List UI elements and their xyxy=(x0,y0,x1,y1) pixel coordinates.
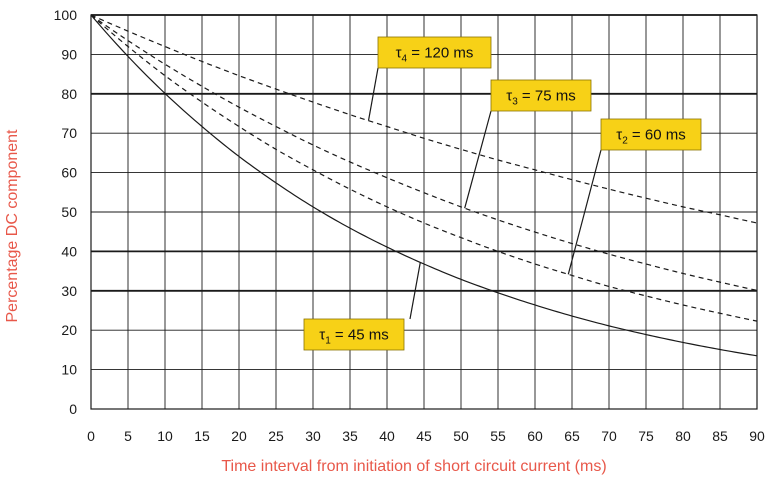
x-tick-label: 5 xyxy=(124,428,132,444)
callout-box-1 xyxy=(303,318,405,351)
x-tick-label: 20 xyxy=(231,428,247,444)
callout-label-2: τ2 = 60 ms xyxy=(616,127,685,147)
y-tick-label: 80 xyxy=(61,86,77,102)
callout-label-4: τ4 = 120 ms xyxy=(396,45,474,65)
y-tick-label: 20 xyxy=(61,322,77,338)
series-line-1 xyxy=(90,14,758,357)
plot-frame xyxy=(90,14,758,410)
x-tick-label: 65 xyxy=(564,428,580,444)
callout-label-3: τ3 = 75 ms xyxy=(506,88,575,108)
y-tick-label: 10 xyxy=(61,362,77,378)
y-tick-label: 40 xyxy=(61,243,77,259)
series-callouts: τ1 = 45 ms τ2 = 60 ms τ3 = 75 ms τ4 = 120 m… xyxy=(303,36,702,351)
y-axis-title: Percentage DC component xyxy=(4,129,21,323)
x-tick-label: 60 xyxy=(527,428,543,444)
y-tick-label: 30 xyxy=(61,283,77,299)
x-tick-label: 80 xyxy=(675,428,691,444)
tick-labels: 0 5 10 15 20 25 30 35 40 45 50 55 60 65 70 75 80 85 90 0 10 2… xyxy=(54,7,765,444)
y-tick-label: 60 xyxy=(61,165,77,181)
series-lines xyxy=(90,14,758,357)
series-line-3 xyxy=(90,14,758,291)
x-tick-label: 10 xyxy=(157,428,173,444)
x-tick-label: 30 xyxy=(305,428,321,444)
x-axis-title: Time interval from initiation of short c… xyxy=(221,458,606,475)
x-tick-label: 0 xyxy=(87,428,95,444)
x-tick-label: 90 xyxy=(749,428,765,444)
x-tick-label: 70 xyxy=(601,428,617,444)
callout-leader-4 xyxy=(367,67,379,121)
callout-box-3 xyxy=(490,79,592,112)
y-tick-label: 0 xyxy=(69,401,77,417)
x-tick-label: 75 xyxy=(638,428,654,444)
y-tick-label: 70 xyxy=(61,125,77,141)
callout-leader-3 xyxy=(464,110,492,209)
x-tick-label: 45 xyxy=(416,428,432,444)
callout-box-4 xyxy=(377,36,492,69)
x-tick-label: 25 xyxy=(268,428,284,444)
x-tick-label: 50 xyxy=(453,428,469,444)
callout-leader-2 xyxy=(567,149,602,275)
callout-label-1: τ1 = 45 ms xyxy=(319,327,388,347)
series-line-4 xyxy=(90,14,758,224)
x-tick-label: 85 xyxy=(712,428,728,444)
x-tick-label: 15 xyxy=(194,428,210,444)
y-tick-label: 50 xyxy=(61,204,77,220)
x-tick-label: 35 xyxy=(342,428,358,444)
x-tick-label: 40 xyxy=(379,428,395,444)
x-tick-label: 55 xyxy=(490,428,506,444)
y-tick-label: 100 xyxy=(54,7,78,23)
callout-leader-1 xyxy=(409,262,421,320)
callout-box-2 xyxy=(600,118,702,151)
y-tick-label: 90 xyxy=(61,46,77,62)
grid xyxy=(90,14,758,410)
